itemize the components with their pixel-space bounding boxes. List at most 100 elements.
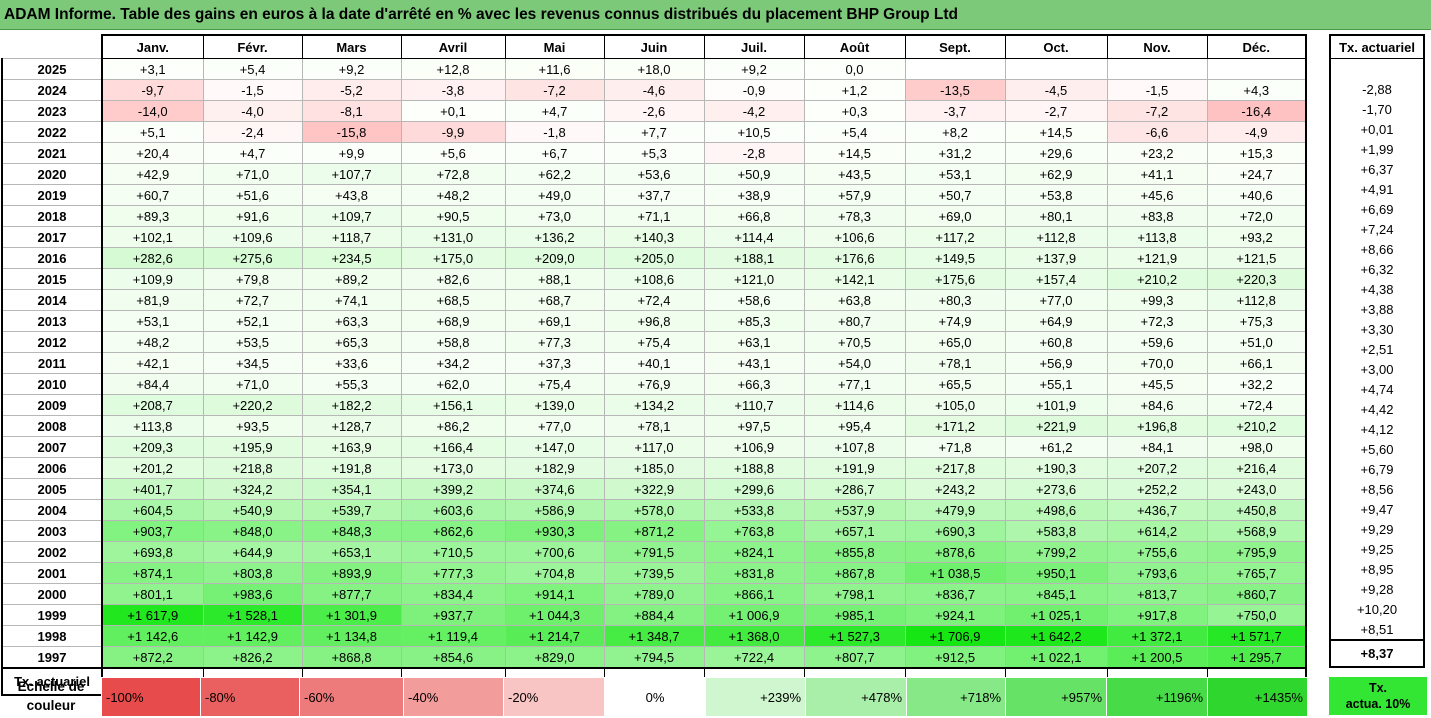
gain-cell: +872,2	[101, 646, 204, 669]
gain-cell: +89,2	[301, 268, 402, 290]
footer-label: Tx. actuariel	[1, 667, 103, 696]
gain-cell: +739,5	[603, 562, 705, 584]
gain-cell: +50,7	[904, 184, 1006, 206]
gain-cell: +0,3	[803, 100, 906, 122]
year-cell: 2012	[1, 331, 103, 353]
gain-cell: +690,3	[904, 520, 1006, 542]
gain-cell: +83,8	[1106, 205, 1208, 227]
gain-cell: +57,9	[803, 184, 906, 206]
table-row: 2021 +20,4 +4,7 +9,9 +5,6 +6,7 +5,3 -2,8 +14,5 +3…	[1, 142, 1307, 164]
annual-rate-cell: +3,00	[1329, 359, 1425, 379]
gain-cell: +831,8	[703, 562, 805, 584]
year-cell: 2009	[1, 394, 103, 416]
table-row: 2002 +693,8 +644,9 +653,1 +710,5 +700,6 +791,5…	[1, 541, 1307, 563]
gain-cell: +88,1	[504, 268, 605, 290]
table-row: 2015 +109,9 +79,8 +89,2 +82,6 +88,1 +108,6 +121…	[1, 268, 1307, 290]
gain-cell: +207,2	[1106, 457, 1208, 479]
month-header: Déc.	[1206, 34, 1307, 59]
gain-cell: +113,8	[101, 415, 204, 437]
gain-cell: -0,9	[703, 79, 805, 101]
gain-cell: +1 134,8	[301, 625, 402, 647]
gain-cell: -3,7	[904, 100, 1006, 122]
gain-cell: +195,9	[202, 436, 303, 458]
gain-cell: +77,0	[504, 415, 605, 437]
year-cell: 2020	[1, 163, 103, 185]
gain-cell: +12,8	[400, 58, 506, 80]
gain-cell: +86,2	[400, 415, 506, 437]
annual-rate-cell: +0,01	[1329, 119, 1425, 139]
gain-cell: +60,8	[1004, 331, 1108, 353]
gain-cell: +38,9	[703, 184, 805, 206]
gain-cell: +1 528,1	[202, 604, 303, 626]
gain-cell: +903,7	[101, 520, 204, 542]
gain-cell: +273,6	[1004, 478, 1108, 500]
gain-cell: +43,8	[301, 184, 402, 206]
gain-cell: +65,0	[904, 331, 1006, 353]
gain-cell: +354,1	[301, 478, 402, 500]
gain-cell: +855,8	[803, 541, 906, 563]
gain-cell: -5,2	[301, 79, 402, 101]
month-header: Mars	[301, 34, 402, 59]
annual-rate-cell: +8,95	[1329, 559, 1425, 579]
table-row: 2005 +401,7 +324,2 +354,1 +399,2 +374,6 +322,9…	[1, 478, 1307, 500]
gain-cell: +65,3	[301, 331, 402, 353]
gain-cell: +20,4	[101, 142, 204, 164]
gain-cell: +657,1	[803, 520, 906, 542]
gain-cell: -15,8	[301, 121, 402, 143]
gain-cell: +217,8	[904, 457, 1006, 479]
gain-cell: +53,1	[101, 310, 204, 332]
gain-cell: +37,7	[603, 184, 705, 206]
gain-cell: +84,1	[1106, 436, 1208, 458]
gain-cell: +85,3	[703, 310, 805, 332]
table-row: 1997 +872,2 +826,2 +868,8 +854,6 +829,0 +794,5…	[1, 646, 1307, 669]
gain-cell: +66,3	[703, 373, 805, 395]
gain-cell: +71,1	[603, 205, 705, 227]
gain-cell: +924,1	[904, 604, 1006, 626]
gain-cell: +221,9	[1004, 415, 1108, 437]
gain-cell: +834,4	[400, 583, 506, 605]
gain-cell: -7,2	[504, 79, 605, 101]
gain-cell: +53,8	[1004, 184, 1108, 206]
gain-cell: +813,7	[1106, 583, 1208, 605]
gain-cell: +1 295,7	[1206, 646, 1307, 669]
gain-cell: +49,0	[504, 184, 605, 206]
annual-rate-cell: +3,88	[1329, 299, 1425, 319]
gain-cell: +176,6	[803, 247, 906, 269]
gain-cell: +137,9	[1004, 247, 1108, 269]
gain-cell: +58,8	[400, 331, 506, 353]
annual-rate-cell: +9,28	[1329, 579, 1425, 599]
gain-cell: -1,5	[1106, 79, 1208, 101]
gain-cell: +644,9	[202, 541, 303, 563]
gain-cell: +586,9	[504, 499, 605, 521]
year-cell: 2000	[1, 583, 103, 605]
year-cell: 2010	[1, 373, 103, 395]
gain-cell: +70,0	[1106, 352, 1208, 374]
year-cell: 2019	[1, 184, 103, 206]
gain-cell: +42,9	[101, 163, 204, 185]
gain-cell: +60,7	[101, 184, 204, 206]
table-row: 1999 +1 617,9 +1 528,1 +1 301,9 +937,7 +1 044…	[1, 604, 1307, 626]
gain-cell: +216,4	[1206, 457, 1307, 479]
gain-cell: +173,0	[400, 457, 506, 479]
gain-cell: +5,4	[803, 121, 906, 143]
gain-cell: +533,8	[703, 499, 805, 521]
gain-cell: +8,2	[904, 121, 1006, 143]
gain-cell: -4,2	[703, 100, 805, 122]
gain-cell: +205,0	[603, 247, 705, 269]
gain-cell: +14,5	[1004, 121, 1108, 143]
gain-cell: +121,9	[1106, 247, 1208, 269]
gain-cell: +48,2	[101, 331, 204, 353]
gain-cell: +604,5	[101, 499, 204, 521]
gain-cell: +540,9	[202, 499, 303, 521]
gain-cell: +80,3	[904, 289, 1006, 311]
gain-cell: +52,1	[202, 310, 303, 332]
gain-cell: +693,8	[101, 541, 204, 563]
scale-swatch: +478%	[805, 677, 907, 717]
gain-cell: +1 200,5	[1106, 646, 1208, 669]
gain-cell: +18,0	[603, 58, 705, 80]
table-row: 1998 +1 142,6 +1 142,9 +1 134,8 +1 119,4 +1 2…	[1, 625, 1307, 647]
gain-cell: +190,3	[1004, 457, 1108, 479]
gain-cell: +275,6	[202, 247, 303, 269]
gain-cell: -7,2	[1106, 100, 1208, 122]
gain-cell: +157,4	[1004, 268, 1108, 290]
